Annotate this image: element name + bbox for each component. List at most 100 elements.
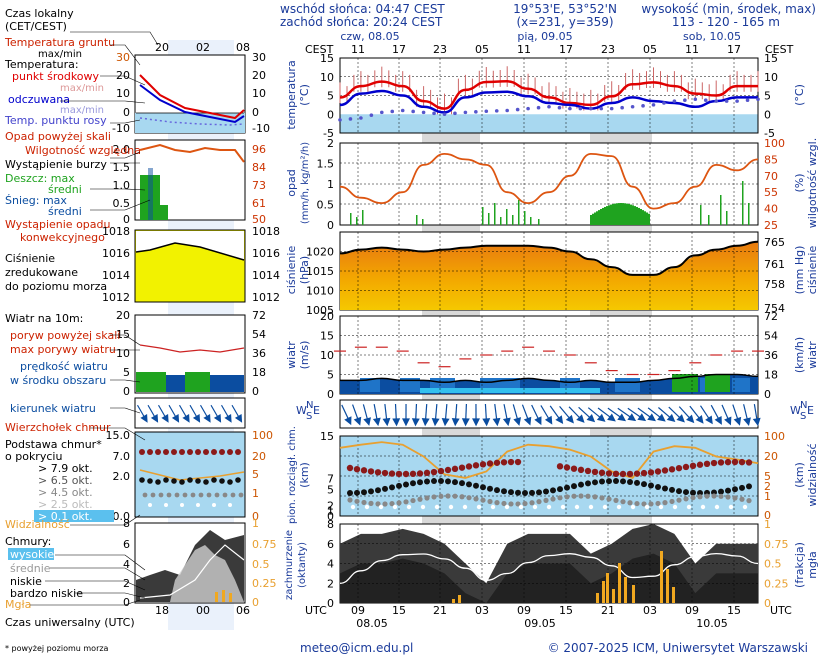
legend-low-dot xyxy=(196,503,200,507)
cloud-base-dot-low xyxy=(743,505,747,509)
cloud-top-dot xyxy=(361,467,367,473)
bottom-hour-label: 15 xyxy=(559,604,573,617)
legend-wind-rtick-0: 0 xyxy=(252,385,259,398)
legend-footnote: * powyżej poziomu morza xyxy=(5,644,109,653)
wind-left-tick-label: 20 xyxy=(320,310,334,323)
precip-left-tick-label: 0 xyxy=(327,219,334,232)
cloud-base-dot xyxy=(452,479,458,485)
legend-mid-dot xyxy=(191,493,196,498)
fog-bar xyxy=(624,577,627,603)
prec-right-label: wilgotność wzgl. xyxy=(806,138,819,228)
local-time-label-2: (CET/CEST) xyxy=(5,20,67,33)
footer-email[interactable]: meteo@icm.edu.pl xyxy=(300,641,413,655)
cloud-top-dot xyxy=(368,468,374,474)
legend-base-dot xyxy=(171,478,177,484)
cloud-base-dot-low xyxy=(603,505,607,509)
cloud-base-dot-mid xyxy=(634,501,639,506)
precip-left-tick-label: 0.5 xyxy=(317,199,335,212)
precip-bar xyxy=(614,204,616,225)
legend-pres-rtick-1018: 1018 xyxy=(252,225,280,238)
dewpoint-dot xyxy=(547,105,551,109)
cloud-base-dot xyxy=(396,483,402,489)
dewpoint-dot xyxy=(505,109,509,113)
cloud-base-dot xyxy=(732,486,738,492)
legend-fog: Mgła xyxy=(5,598,31,611)
precip-bar xyxy=(494,203,496,225)
legend-wind-head: Wiatr na 10m: xyxy=(5,312,83,325)
bottom-hour-label: 03 xyxy=(643,604,657,617)
precip-bar xyxy=(620,203,622,225)
legend-wind-tick-0: 0 xyxy=(123,385,130,398)
cloud-top-dot xyxy=(718,459,724,465)
cloud-base-dot-low xyxy=(449,505,453,509)
legend-precip-over: Opad powyżej skali xyxy=(5,130,111,143)
precip-bar xyxy=(538,219,540,225)
precip-bar xyxy=(700,205,702,225)
cloud-base-dot-mid xyxy=(648,501,653,506)
precip-bar xyxy=(726,211,728,225)
cloud-base-dot-mid xyxy=(711,493,716,498)
humidity-right-tick-label: 40 xyxy=(764,203,778,216)
cloud-base-dot xyxy=(438,478,444,484)
top-hour-label: 05 xyxy=(643,43,657,56)
legend-wind-dir-frame xyxy=(135,398,245,428)
cloud-base-dot xyxy=(354,490,360,496)
precip-bar xyxy=(530,217,532,225)
cloud-base-dot-mid xyxy=(466,495,471,500)
precip-bar xyxy=(416,215,418,225)
legend-conv-2: konwekcyjnego xyxy=(20,231,105,244)
bottom-hour-label: 09 xyxy=(685,604,699,617)
legend-base-dot xyxy=(211,477,217,483)
bottom-date-3: 10.05 xyxy=(696,617,728,630)
precip-bar xyxy=(638,208,640,225)
cloud-base-dot xyxy=(550,487,556,493)
cloud-base-dot xyxy=(571,483,577,489)
cloud-top-dot xyxy=(662,467,668,473)
legend-storm: Wystąpienie burzy xyxy=(5,158,107,171)
dewpoint-dot xyxy=(432,112,436,116)
legend-low-dot xyxy=(148,503,152,507)
cloud-base-dot xyxy=(683,489,689,495)
precip-bar xyxy=(350,213,352,225)
cloud-base-dot-low xyxy=(351,505,355,509)
dewpoint-dot xyxy=(746,98,750,102)
fog-right-tick-label: 0.75 xyxy=(764,538,789,551)
legend-visibility: Widzialność xyxy=(5,518,70,531)
cloud-base-dot xyxy=(564,485,570,491)
cloud-top-dot xyxy=(466,463,472,469)
cloud-top-dot xyxy=(732,459,738,465)
cloud-base-dot xyxy=(501,488,507,494)
pres-right-unit: (mm Hg) xyxy=(793,246,806,295)
legend-wind-panel: 20 15 10 5 0 72 54 36 18 0 xyxy=(116,309,266,398)
cloud-top-dot xyxy=(438,468,444,474)
cloud-base-dot xyxy=(508,489,514,495)
legend-humidity: Wilgotność względna xyxy=(25,144,141,157)
wind-green-segment xyxy=(705,374,730,392)
cloud-base-dot-mid xyxy=(410,498,415,503)
cloud-base-dot xyxy=(634,480,640,486)
compass-s-left: S xyxy=(306,411,312,422)
cloud-base-dot-low xyxy=(561,505,565,509)
dewpoint-dot xyxy=(558,106,562,110)
prec-right-unit: (%) xyxy=(793,173,806,192)
cloud-top-dot xyxy=(606,470,612,476)
wind-right-tick-label: 0 xyxy=(764,388,771,401)
day-label-1: czw, 08.05 xyxy=(340,30,399,43)
cloud-base-dot xyxy=(417,479,423,485)
cloud-base-dot-mid xyxy=(578,493,583,498)
legend-mid-dot xyxy=(159,493,164,498)
legend-pressure-2: zredukowane xyxy=(5,266,78,279)
temp-right-tick-label: 5 xyxy=(764,90,771,103)
legend-gust-max: max porywy wiatru xyxy=(10,343,116,356)
cloud-base-dot-low xyxy=(407,505,411,509)
cloud-top-dot xyxy=(494,460,500,466)
cloud-top-dot xyxy=(480,461,486,467)
cl-right-label: mgła xyxy=(806,551,819,579)
cloud-top-dot xyxy=(704,461,710,467)
legend-temp-tick-0: 0 xyxy=(123,106,130,119)
clouds-left-tick-label: 2 xyxy=(327,577,334,590)
cloud-top-dot xyxy=(725,459,731,465)
cloud-base-dot-low xyxy=(687,505,691,509)
